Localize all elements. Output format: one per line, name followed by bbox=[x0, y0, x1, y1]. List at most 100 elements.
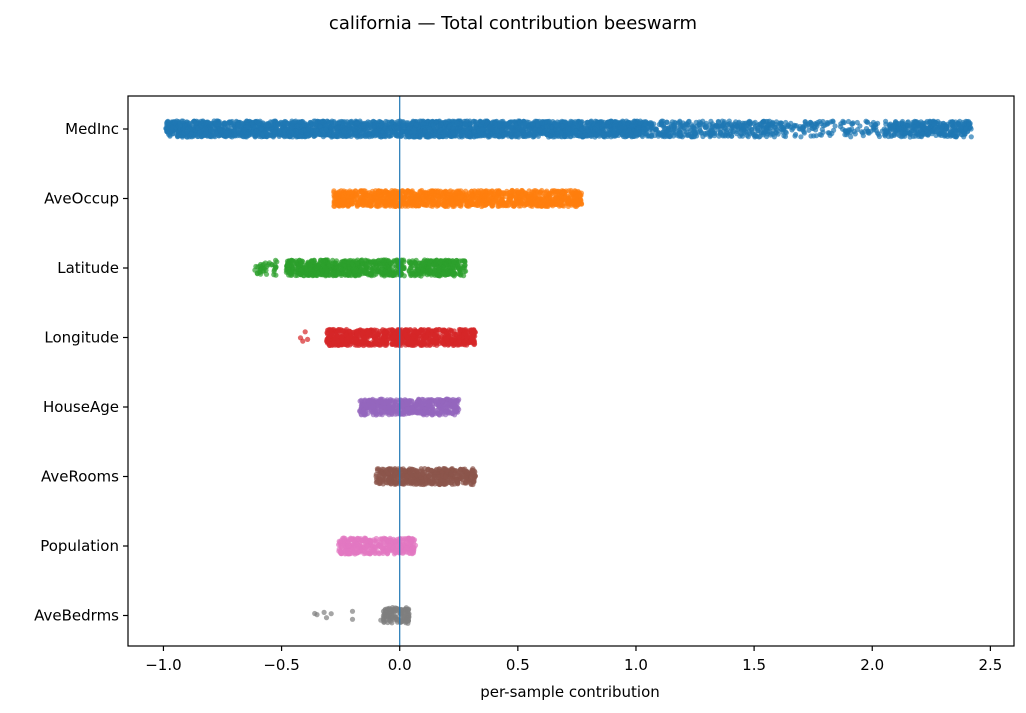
data-point bbox=[963, 126, 969, 132]
data-point bbox=[640, 126, 647, 132]
data-point bbox=[890, 123, 896, 129]
data-point bbox=[347, 127, 353, 133]
data-point bbox=[301, 122, 308, 128]
data-point bbox=[393, 133, 399, 139]
data-point bbox=[436, 134, 442, 140]
data-point bbox=[658, 122, 664, 128]
data-point bbox=[829, 130, 835, 137]
data-point bbox=[946, 132, 952, 138]
data-point bbox=[717, 130, 724, 136]
data-point bbox=[320, 132, 326, 138]
data-point bbox=[481, 132, 487, 138]
data-point bbox=[377, 133, 384, 139]
data-point bbox=[577, 122, 583, 128]
data-point bbox=[184, 134, 190, 140]
data-point bbox=[335, 202, 341, 209]
data-point bbox=[555, 122, 561, 128]
data-point bbox=[852, 131, 858, 137]
data-point bbox=[517, 119, 523, 126]
data-point bbox=[943, 126, 950, 132]
data-point bbox=[472, 122, 478, 128]
data-point bbox=[305, 126, 311, 132]
data-point bbox=[507, 119, 513, 125]
data-point bbox=[830, 119, 836, 125]
data-point bbox=[740, 120, 746, 126]
data-point bbox=[537, 127, 543, 133]
data-point bbox=[531, 133, 537, 140]
data-point bbox=[677, 122, 683, 128]
data-point bbox=[552, 134, 558, 140]
data-point bbox=[637, 120, 643, 126]
data-point bbox=[401, 120, 407, 126]
data-point bbox=[336, 133, 342, 139]
data-point bbox=[182, 123, 188, 129]
data-point bbox=[648, 120, 654, 126]
data-point bbox=[519, 127, 525, 133]
data-point bbox=[228, 133, 234, 139]
data-point bbox=[422, 202, 428, 208]
data-point bbox=[559, 198, 565, 204]
data-point bbox=[900, 125, 907, 131]
data-point bbox=[545, 132, 551, 138]
data-point bbox=[208, 127, 214, 133]
data-point bbox=[885, 133, 892, 140]
data-point bbox=[939, 124, 945, 130]
data-point bbox=[323, 127, 329, 133]
data-point bbox=[424, 134, 430, 140]
data-point bbox=[749, 127, 755, 133]
data-point bbox=[752, 119, 758, 125]
data-point bbox=[310, 121, 316, 127]
series-medinc bbox=[163, 118, 974, 140]
data-point bbox=[677, 131, 683, 137]
data-point bbox=[697, 128, 703, 134]
data-point bbox=[431, 132, 437, 138]
data-point bbox=[800, 127, 806, 133]
data-point bbox=[848, 129, 854, 136]
data-point bbox=[175, 133, 181, 139]
data-point bbox=[357, 128, 363, 134]
data-point bbox=[464, 130, 470, 136]
data-point bbox=[216, 133, 222, 139]
data-point bbox=[331, 133, 337, 139]
data-point bbox=[757, 121, 763, 127]
data-point bbox=[336, 119, 342, 125]
data-point bbox=[196, 130, 203, 136]
data-point bbox=[419, 119, 425, 125]
data-point bbox=[239, 121, 245, 127]
data-point bbox=[288, 129, 294, 135]
data-point bbox=[442, 129, 448, 135]
data-point bbox=[232, 133, 238, 139]
data-point bbox=[950, 119, 956, 125]
data-point bbox=[401, 195, 407, 201]
data-point bbox=[562, 119, 569, 125]
data-point bbox=[275, 121, 281, 127]
data-point bbox=[730, 129, 737, 135]
data-point bbox=[223, 130, 229, 136]
data-point bbox=[958, 124, 964, 130]
data-point bbox=[282, 121, 288, 127]
data-point bbox=[438, 122, 444, 128]
data-point bbox=[392, 199, 398, 205]
data-point bbox=[600, 121, 607, 128]
data-point bbox=[811, 133, 817, 139]
data-point bbox=[180, 118, 186, 124]
data-point bbox=[914, 120, 921, 126]
data-point bbox=[255, 130, 262, 136]
data-point bbox=[291, 119, 297, 125]
data-point bbox=[691, 125, 697, 131]
data-point bbox=[411, 127, 417, 133]
data-point bbox=[539, 120, 545, 126]
data-point bbox=[873, 124, 879, 130]
data-point bbox=[334, 125, 340, 131]
data-point bbox=[819, 126, 825, 133]
data-point bbox=[241, 127, 247, 133]
data-point bbox=[531, 200, 538, 206]
data-point bbox=[184, 129, 190, 135]
data-point bbox=[479, 126, 485, 132]
data-point bbox=[349, 118, 355, 124]
data-point bbox=[720, 121, 726, 127]
data-point bbox=[745, 134, 751, 140]
data-point bbox=[709, 130, 716, 136]
series-aveoccup bbox=[331, 187, 585, 210]
